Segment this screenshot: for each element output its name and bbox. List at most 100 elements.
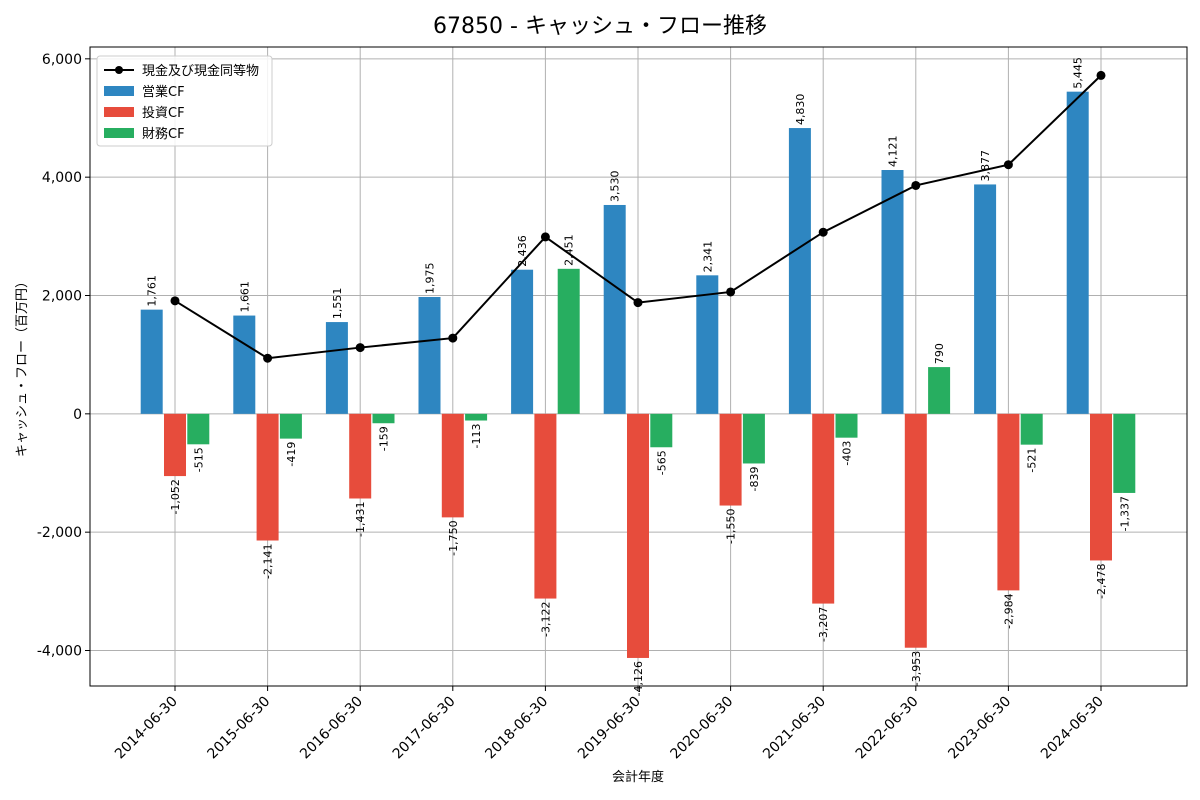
bar-value-label: -839 <box>748 466 761 491</box>
x-tick-label: 2021-06-30 <box>760 694 829 763</box>
legend-label: 現金及び現金同等物 <box>142 63 259 79</box>
bar-value-label: 4,121 <box>887 136 900 168</box>
chart-title: 67850 - キャッシュ・フロー推移 <box>433 14 767 39</box>
bar-財務CF <box>928 367 951 414</box>
bar-value-label: -565 <box>655 450 668 475</box>
y-tick-label: 2,000 <box>42 289 82 305</box>
bar-財務CF <box>742 413 765 464</box>
bar-営業CF <box>511 269 534 414</box>
cash-line-point <box>263 353 273 363</box>
x-tick-label: 2022-06-30 <box>853 694 922 763</box>
bar-投資CF <box>719 413 742 506</box>
cash-line-point <box>355 343 365 353</box>
bar-営業CF <box>418 296 441 414</box>
bar-value-label: 790 <box>933 343 946 364</box>
bar-投資CF <box>997 413 1020 591</box>
x-tick-label: 2016-06-30 <box>297 694 366 763</box>
bar-財務CF <box>279 413 302 439</box>
bar-value-label: -3,122 <box>539 602 552 637</box>
bar-value-label: -113 <box>470 424 483 449</box>
bar-value-label: 2,436 <box>516 235 529 267</box>
cash-line-point <box>911 180 921 190</box>
x-tick-label: 2018-06-30 <box>482 694 551 763</box>
bar-営業CF <box>233 315 256 414</box>
y-tick-label: -4,000 <box>37 644 82 660</box>
bar-財務CF <box>465 413 488 421</box>
bar-value-label: -521 <box>1026 448 1039 473</box>
bar-営業CF <box>603 204 626 414</box>
cash-line-point <box>448 333 458 343</box>
bar-財務CF <box>187 413 210 445</box>
legend-bar-swatch <box>104 107 134 117</box>
bar-value-label: 1,551 <box>331 288 344 320</box>
legend-label: 投資CF <box>142 105 185 121</box>
cash-line-point <box>170 296 180 306</box>
bars <box>140 91 1136 658</box>
bar-投資CF <box>1090 413 1112 561</box>
y-tick-label: -2,000 <box>37 525 82 541</box>
y-axis: -4,000 -2,000 0 2,000 4,000 6,000 <box>37 52 90 660</box>
legend-box <box>96 55 273 147</box>
bar-投資CF <box>256 413 279 541</box>
legend-bar-swatch <box>104 128 134 138</box>
bar-value-label: -4,126 <box>632 661 645 696</box>
bar-財務CF <box>1020 413 1043 445</box>
bar-投資CF <box>627 413 649 658</box>
bar-営業CF <box>140 309 163 414</box>
x-tick-label: 2023-06-30 <box>945 694 1014 763</box>
bar-value-label: -2,141 <box>262 544 275 579</box>
bar-value-label: -1,550 <box>725 509 738 544</box>
bar-営業CF <box>325 322 348 414</box>
bar-value-label: 3,877 <box>979 150 992 182</box>
bar-value-label: -3,207 <box>817 607 830 642</box>
y-tick-label: 6,000 <box>42 52 82 68</box>
legend-label: 財務CF <box>142 127 185 142</box>
cash-line <box>170 70 1106 363</box>
bar-営業CF <box>1066 91 1089 414</box>
bar-営業CF <box>974 184 997 414</box>
bar-value-label: -1,337 <box>1118 496 1131 531</box>
bar-value-label: 3,530 <box>609 170 622 202</box>
bar-value-label: 1,761 <box>146 275 159 307</box>
bar-value-label: -1,750 <box>447 520 460 555</box>
cash-line-point <box>1096 70 1106 80</box>
bar-value-label: 5,445 <box>1072 57 1085 89</box>
x-tick-label: 2017-06-30 <box>390 694 459 763</box>
bar-value-label: 2,341 <box>701 241 714 273</box>
cash-line-point <box>1003 160 1013 170</box>
bar-value-label: -1,431 <box>354 502 367 537</box>
bar-財務CF <box>557 268 580 414</box>
bar-value-label: -1,052 <box>169 479 182 514</box>
bar-value-label: -159 <box>378 426 391 451</box>
cash-line-point <box>726 287 736 297</box>
y-tick-label: 0 <box>73 407 82 423</box>
bar-value-label: -515 <box>192 447 205 472</box>
x-axis-label: 会計年度 <box>612 769 664 785</box>
x-tick-label: 2020-06-30 <box>668 694 737 763</box>
bar-財務CF <box>835 413 858 438</box>
x-tick-label: 2024-06-30 <box>1038 694 1107 763</box>
bar-value-label: -419 <box>285 442 298 467</box>
bar-value-label: 4,830 <box>794 94 807 126</box>
bar-投資CF <box>349 413 372 499</box>
bar-value-label: 1,661 <box>238 281 251 313</box>
bar-営業CF <box>788 128 811 414</box>
bar-value-label: -403 <box>841 441 854 466</box>
bar-value-label: -2,984 <box>1002 593 1015 628</box>
cash-line-point <box>818 227 828 237</box>
x-axis: 2014-06-30 2015-06-30 2016-06-30 2017-06-30… <box>112 686 1107 762</box>
bar-財務CF <box>1113 413 1136 493</box>
x-tick-label: 2014-06-30 <box>112 694 181 763</box>
legend-marker <box>115 66 123 74</box>
bar-財務CF <box>650 413 673 448</box>
bar-投資CF <box>441 413 464 518</box>
bar-labels: 1,761 1,661 1,551 1,975 2,436 3,530 2,341 4,830… <box>146 57 1132 696</box>
bar-投資CF <box>812 413 835 604</box>
cash-line-point <box>540 232 550 242</box>
x-tick-label: 2019-06-30 <box>575 694 644 763</box>
legend-bar-swatch <box>104 86 134 96</box>
cash-line-point <box>633 298 643 308</box>
bar-営業CF <box>881 170 904 414</box>
